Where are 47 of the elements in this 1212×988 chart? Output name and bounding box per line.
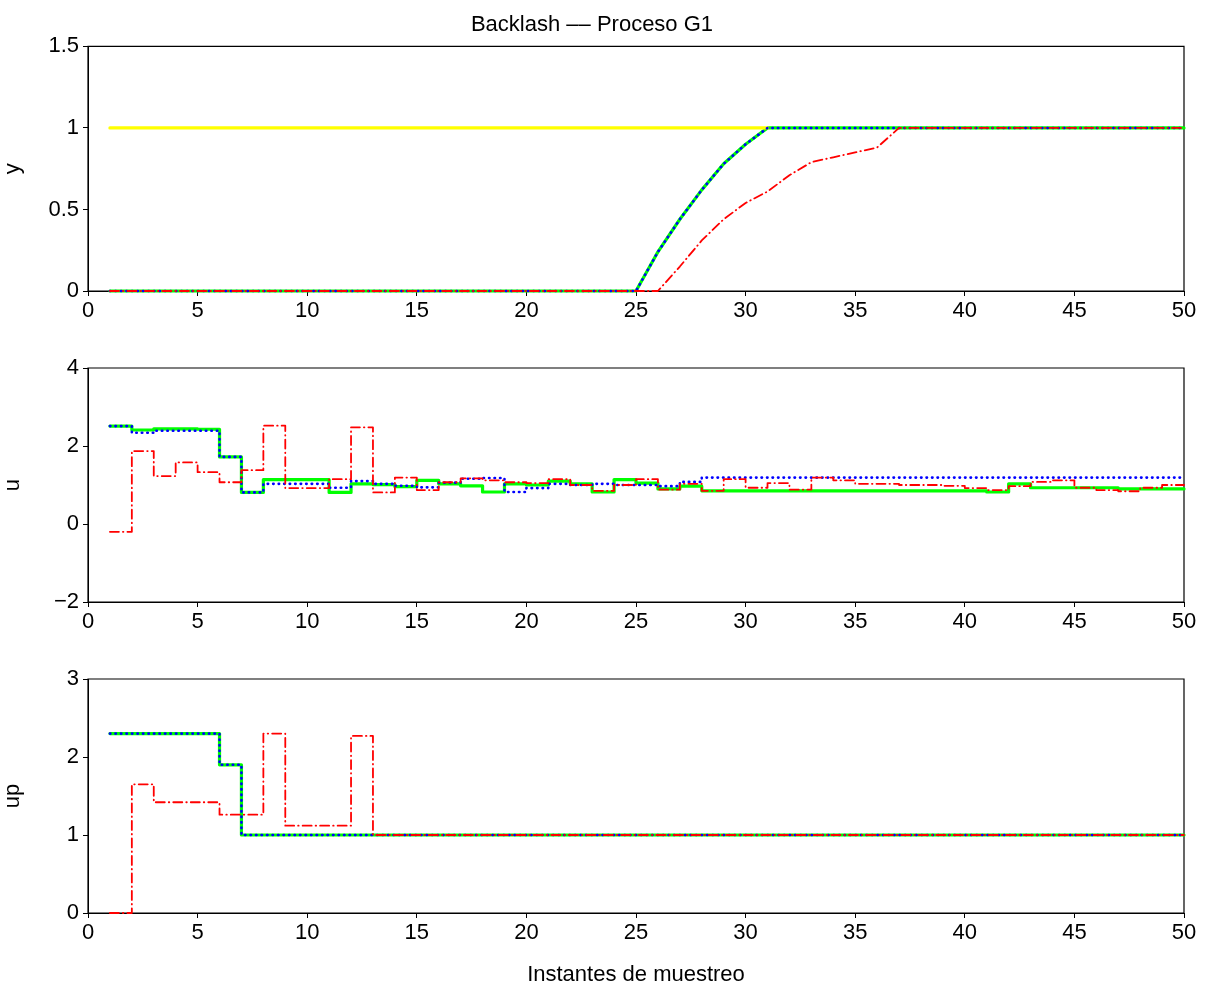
x-tick-label: 30 bbox=[733, 919, 758, 945]
x-tick-label: 35 bbox=[842, 297, 868, 323]
x-tick-label: 40 bbox=[952, 919, 978, 945]
x-tick-label: 20 bbox=[514, 919, 539, 945]
x-tick-label: 45 bbox=[1062, 608, 1087, 634]
x-tick-label: 5 bbox=[191, 919, 204, 945]
x-tick-label: 20 bbox=[514, 608, 539, 634]
x-tick-label: 10 bbox=[294, 919, 320, 945]
x-axis-title: Instantes de muestreo bbox=[527, 960, 745, 986]
y-tick-label: 1.5 bbox=[48, 32, 79, 58]
x-tick-label: 25 bbox=[623, 297, 649, 323]
x-tick-label: 40 bbox=[952, 297, 978, 323]
x-tick-label: 5 bbox=[191, 608, 204, 634]
x-tick-label: 45 bbox=[1062, 297, 1087, 323]
x-tick-label: 50 bbox=[1171, 608, 1197, 634]
x-tick-label: 25 bbox=[623, 919, 649, 945]
x-tick-label: 35 bbox=[842, 608, 868, 634]
x-tick-label: 30 bbox=[733, 297, 758, 323]
x-tick-label: 45 bbox=[1062, 919, 1087, 945]
x-tick-label: 40 bbox=[952, 608, 978, 634]
y-tick-label: −2 bbox=[53, 588, 79, 614]
y-tick-label: 0 bbox=[66, 899, 79, 925]
y-tick-label: 2 bbox=[66, 432, 79, 458]
y-tick-label: 0 bbox=[66, 510, 79, 536]
y-tick-label: 1 bbox=[66, 114, 79, 139]
x-tick-label: 30 bbox=[733, 608, 758, 634]
y-axis-title: up bbox=[0, 783, 25, 809]
y-tick-label: 2 bbox=[66, 743, 79, 769]
y-axis-title: y bbox=[0, 163, 25, 175]
x-tick-label: 35 bbox=[842, 919, 868, 945]
x-tick-label: 25 bbox=[623, 608, 649, 634]
x-tick-label: 10 bbox=[294, 297, 320, 323]
y-axis-title: u bbox=[0, 478, 25, 492]
y-tick-label: 3 bbox=[66, 665, 79, 691]
x-tick-label: 50 bbox=[1171, 919, 1197, 945]
chart-title: Backlash –– Proceso G1 bbox=[470, 11, 714, 37]
x-tick-label: 50 bbox=[1171, 297, 1197, 323]
x-tick-label: 15 bbox=[404, 608, 430, 634]
y-tick-label: 0 bbox=[66, 277, 79, 303]
y-tick-label: 1 bbox=[66, 821, 79, 847]
x-tick-label: 5 bbox=[191, 297, 204, 323]
x-tick-label: 15 bbox=[404, 919, 430, 945]
x-tick-label: 15 bbox=[404, 297, 430, 323]
x-tick-label: 10 bbox=[294, 608, 320, 634]
x-tick-label: 20 bbox=[514, 297, 539, 323]
y-tick-label: 0.5 bbox=[48, 195, 79, 221]
y-tick-label: 4 bbox=[66, 354, 79, 380]
